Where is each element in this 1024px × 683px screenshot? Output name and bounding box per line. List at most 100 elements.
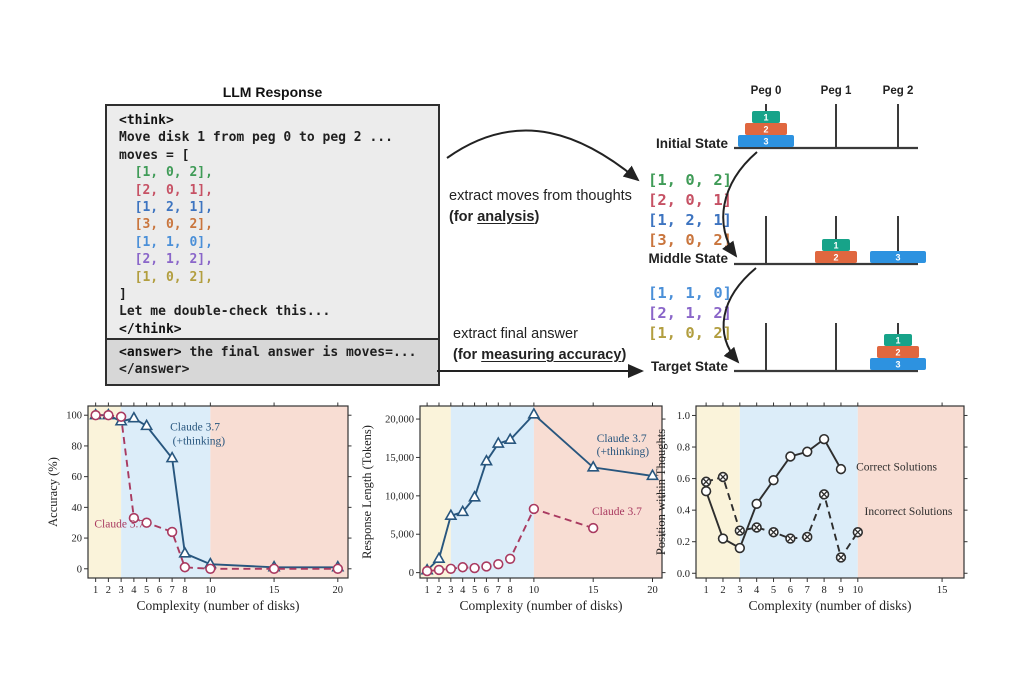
svg-text:Claude 3.7: Claude 3.7 [94,518,144,530]
extract-moves-line2: (for analysis) [449,209,540,225]
code-line: ] [119,287,127,303]
chart-accuracy: 1 2 3 4 5 6 7 8 10 15 20 0 20 40 60 80 100 Complexity (nu… [46,402,352,613]
code-line: [1, 0, 2], [119,269,213,285]
extract-moves-label: extract moves from thoughts (for analysi… [449,186,632,228]
svg-text:8: 8 [821,585,826,596]
svg-text:15,000: 15,000 [385,453,414,464]
extract-moves-line1: extract moves from thoughts [449,188,632,204]
code-tag-line: </think> [119,321,182,337]
svg-text:Response Length (Tokens): Response Length (Tokens) [360,425,374,559]
svg-text:8: 8 [182,585,187,596]
svg-text:2: 2 [106,585,111,596]
svg-text:20,000: 20,000 [385,415,414,426]
svg-text:8: 8 [508,585,513,596]
chart-response-length: 1 2 3 4 5 6 7 8 10 15 20 0 5,000 10,000 15,000 20,000 Co… [360,402,666,613]
svg-text:3: 3 [737,585,742,596]
code-line: [2, 1, 2], [119,252,213,268]
moves-group-continued: [1, 1, 0] [2, 1, 2] [1, 0, 2] [648,283,732,343]
svg-text:Position within Thoughts: Position within Thoughts [654,429,668,555]
move-triple: [1, 0, 2] [648,171,732,189]
svg-text:0.0: 0.0 [677,569,690,580]
svg-text:3: 3 [895,360,900,370]
svg-text:10: 10 [853,585,864,596]
hanoi-initial-state-diagram: Peg 0 Peg 1 Peg 2 3 2 1 [734,85,918,150]
svg-text:15: 15 [269,585,280,596]
svg-text:Peg 2: Peg 2 [883,85,914,97]
svg-text:6: 6 [484,585,489,596]
answer-line: <answer> the final answer is moves=... [119,345,417,360]
svg-text:0: 0 [409,568,414,579]
svg-text:0.6: 0.6 [677,474,690,485]
svg-text:Peg 1: Peg 1 [821,85,852,97]
svg-text:80: 80 [72,441,83,452]
arrow-initial-to-middle [722,151,758,258]
code-line: [3, 0, 2], [119,217,213,233]
svg-text:20: 20 [72,534,83,545]
chart-position-within-thoughts: 1 2 3 4 5 6 7 8 9 10 15 0.0 0.2 0.4 0.6 0.8 1.0 Complexit… [654,402,968,613]
svg-text:7: 7 [169,585,174,596]
svg-text:7: 7 [805,585,810,596]
svg-text:2: 2 [720,585,725,596]
svg-text:20: 20 [647,585,658,596]
svg-text:5: 5 [472,585,477,596]
svg-text:3: 3 [895,253,900,263]
svg-text:Claude 3.7: Claude 3.7 [592,506,642,518]
middle-state-label: Middle State [648,251,728,266]
svg-text:3: 3 [119,585,124,596]
code-line: [2, 0, 1], [119,182,213,198]
svg-text:2: 2 [895,348,900,358]
svg-text:Complexity (number of disks): Complexity (number of disks) [748,598,911,613]
svg-text:10: 10 [205,585,216,596]
svg-text:3: 3 [763,137,768,147]
think-box: <think> Move disk 1 from peg 0 to peg 2 .… [105,104,440,340]
arrow-middle-to-target [722,267,757,364]
svg-text:Complexity (number of disks): Complexity (number of disks) [459,598,622,613]
moves-group-analysis: [1, 0, 2] [2, 0, 1] [1, 2, 1] [3, 0, 2] [648,170,732,250]
svg-text:(+thinking): (+thinking) [597,446,650,458]
code-line: [1, 2, 1], [119,200,213,216]
svg-text:1: 1 [424,585,429,596]
svg-text:2: 2 [763,125,768,135]
svg-text:Claude 3.7: Claude 3.7 [170,422,220,434]
extract-answer-label: extract final answer (for measuring accu… [453,324,626,366]
svg-text:5,000: 5,000 [390,530,414,541]
answer-close-tag: </answer> [119,362,190,378]
llm-response-title: LLM Response [222,84,323,100]
svg-text:Peg 0: Peg 0 [751,85,782,97]
hanoi-middle-state-diagram: 2 1 3 [734,216,926,266]
target-state-label: Target State [650,359,728,374]
move-triple: [1, 1, 0] [648,284,732,302]
svg-text:9: 9 [838,585,843,596]
svg-text:Correct Solutions: Correct Solutions [856,462,937,474]
svg-text:1.0: 1.0 [677,411,690,422]
svg-text:0: 0 [77,564,82,575]
move-triple: [1, 2, 1] [648,211,732,229]
svg-text:0.4: 0.4 [677,506,691,517]
svg-text:1: 1 [93,585,98,596]
move-triple: [3, 0, 2] [648,231,732,249]
svg-text:5: 5 [144,585,149,596]
svg-text:10,000: 10,000 [385,491,414,502]
svg-text:4: 4 [754,585,760,596]
svg-text:Claude 3.7: Claude 3.7 [597,433,647,445]
svg-text:1: 1 [763,113,768,123]
code-line: [1, 1, 0], [119,234,213,250]
svg-text:6: 6 [788,585,793,596]
extract-answer-line2: (for measuring accuracy) [453,347,627,363]
svg-text:1: 1 [833,241,838,251]
svg-text:15: 15 [937,585,948,596]
code-line: [1, 0, 2], [119,165,213,181]
answer-box: <answer> the final answer is moves=... <… [105,340,440,386]
code-line: Let me double-check this... [119,304,331,320]
extract-answer-line1: extract final answer [453,326,578,342]
svg-text:(+thinking): (+thinking) [173,435,226,447]
svg-text:1: 1 [703,585,708,596]
svg-text:0.2: 0.2 [677,537,690,548]
svg-text:20: 20 [333,585,344,596]
svg-text:0.8: 0.8 [677,443,690,454]
svg-text:100: 100 [66,411,82,422]
initial-state-label: Initial State [655,136,728,151]
code-tag-line: <think> [119,113,174,128]
